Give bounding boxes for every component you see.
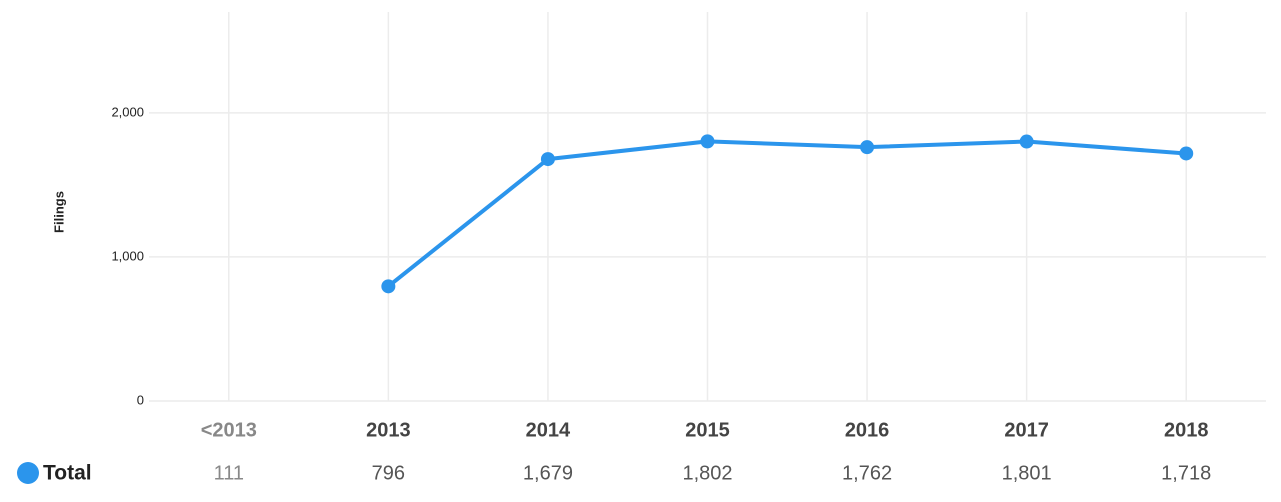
table-cell: 1,679 — [523, 462, 573, 484]
row-label: Total — [43, 462, 92, 485]
point — [540, 152, 555, 167]
y-tick-label: 0 — [137, 392, 144, 407]
legend-marker — [17, 462, 39, 484]
table-cell: 1,718 — [1161, 462, 1211, 484]
point — [1179, 146, 1194, 161]
x-tick-label: 2015 — [685, 419, 730, 441]
x-tick-label: 2013 — [366, 419, 411, 441]
y-tick-label: 2,000 — [111, 104, 144, 119]
table-cell: 111 — [214, 462, 244, 484]
table-cell: 796 — [372, 462, 405, 484]
x-tick-label: <2013 — [201, 419, 257, 441]
point — [1019, 134, 1034, 149]
table-cell: 1,801 — [1002, 462, 1052, 484]
table-cell: 1,802 — [682, 462, 732, 484]
table-cell: 1,762 — [842, 462, 892, 484]
line — [387, 139, 1187, 288]
y-tick-label: 1,000 — [111, 248, 144, 263]
x-tick-label: 2016 — [845, 419, 890, 441]
point — [381, 279, 396, 294]
point — [860, 140, 875, 155]
point — [700, 134, 715, 149]
x-tick-label: 2017 — [1004, 419, 1049, 441]
x-tick-label: 2018 — [1164, 419, 1209, 441]
y-axis-label: Filings — [51, 191, 66, 233]
x-tick-label: 2014 — [526, 419, 571, 441]
